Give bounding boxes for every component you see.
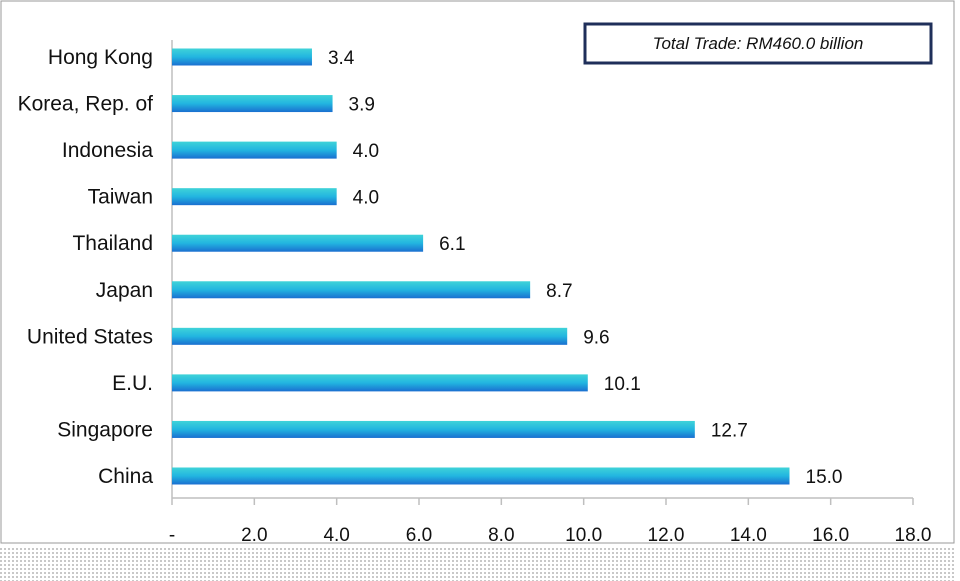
bar xyxy=(172,141,337,159)
outer-frame xyxy=(0,0,955,544)
x-tick-label: 2.0 xyxy=(241,525,267,546)
x-tick-label: 18.0 xyxy=(895,525,932,546)
category-label: United States xyxy=(27,325,153,348)
category-label: Hong Kong xyxy=(48,46,153,69)
data-label: 6.1 xyxy=(439,234,465,255)
bottom-dotted-strip xyxy=(0,546,955,581)
data-label: 9.6 xyxy=(583,327,609,348)
category-label: Thailand xyxy=(72,232,153,255)
bar xyxy=(172,234,424,252)
x-tick-label: 6.0 xyxy=(406,525,432,546)
x-tick-label: 12.0 xyxy=(648,525,685,546)
x-tick-label: 14.0 xyxy=(730,525,767,546)
bar xyxy=(172,48,312,66)
data-label: 15.0 xyxy=(806,467,843,488)
data-label: 12.7 xyxy=(711,420,748,441)
category-label: China xyxy=(98,465,153,488)
x-tick-label: 10.0 xyxy=(565,525,602,546)
bar xyxy=(172,420,695,438)
total-trade-border xyxy=(583,22,933,65)
x-tick-label: - xyxy=(169,525,175,546)
x-tick-label: 8.0 xyxy=(488,525,514,546)
category-label: Japan xyxy=(96,279,153,302)
bar xyxy=(172,327,568,345)
data-label: 4.0 xyxy=(353,141,379,162)
data-label: 3.4 xyxy=(328,48,355,69)
total-trade-label: Total Trade: RM460.0 billion xyxy=(653,34,864,53)
data-label: 3.9 xyxy=(349,95,375,116)
total-trade-box: Total Trade: RM460.0 billion xyxy=(583,22,933,65)
category-label: Taiwan xyxy=(88,186,153,209)
category-label: Singapore xyxy=(57,418,153,441)
category-label: Indonesia xyxy=(62,139,153,162)
bar xyxy=(172,95,333,113)
x-tick-label: 16.0 xyxy=(812,525,849,546)
category-label: E.U. xyxy=(112,372,153,395)
bar xyxy=(172,188,337,206)
data-label: 8.7 xyxy=(546,281,572,302)
x-tick-label: 4.0 xyxy=(323,525,349,546)
bar xyxy=(172,281,531,299)
bar xyxy=(172,467,790,485)
bar xyxy=(172,374,588,392)
data-label: 10.1 xyxy=(604,374,641,395)
data-label: 4.0 xyxy=(353,188,379,209)
category-label: Korea, Rep. of xyxy=(18,93,154,116)
plot-area: - 2.0 4.0 6.0 8.0 10.0 12.0 14.0 16.0 18.0 Hong Ko… xyxy=(18,40,932,546)
